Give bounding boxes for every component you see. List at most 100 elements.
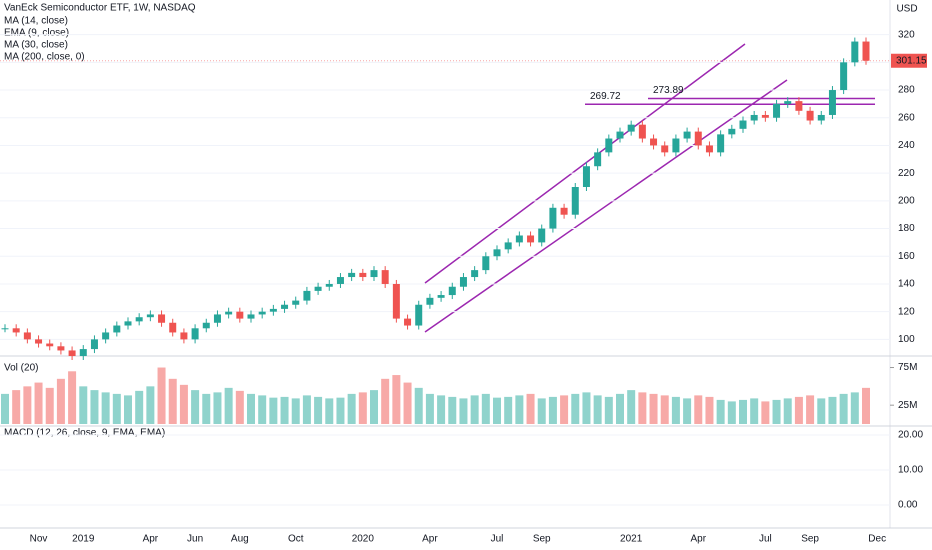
- volume-bar: [370, 390, 378, 424]
- x-tick-label: Jul: [759, 534, 772, 545]
- volume-bar: [392, 375, 401, 424]
- volume-bar: [213, 392, 222, 424]
- volume-bar: [235, 390, 244, 424]
- x-tick-label: Sep: [801, 534, 819, 545]
- volume-bar: [638, 392, 647, 424]
- volume-bar: [560, 395, 569, 424]
- indicator: EMA (9, close): [4, 28, 69, 39]
- candle-body: [560, 207, 568, 215]
- volume-bar: [34, 382, 43, 424]
- volume-bar: [336, 397, 345, 424]
- candle-body: [191, 328, 199, 340]
- volume-bar: [247, 393, 255, 424]
- volume-bar: [1, 393, 9, 424]
- candle-body: [437, 295, 445, 298]
- indicator: MA (14, close): [4, 16, 68, 27]
- last-price-label: 301.15: [896, 55, 927, 66]
- volume-bar: [68, 371, 77, 424]
- candle-body: [46, 343, 54, 347]
- volume-bar: [817, 398, 826, 424]
- volume-bar: [224, 387, 233, 424]
- y-tick-label: 260: [898, 112, 915, 123]
- volume-bar: [783, 398, 792, 424]
- volume-bar: [101, 392, 110, 424]
- last-price-box: [891, 53, 927, 68]
- volume-bar: [79, 386, 88, 424]
- y-tick-label: 100: [898, 334, 915, 345]
- level-label: 269.72: [590, 91, 621, 102]
- title: VanEck Semiconductor ETF, 1W, NASDAQ: [4, 3, 196, 14]
- volume-bar: [526, 393, 535, 424]
- candle-body: [717, 134, 725, 153]
- volume-bar: [414, 387, 423, 424]
- candle-body: [862, 41, 870, 61]
- candle-body: [840, 62, 848, 91]
- volume-bar: [627, 390, 636, 424]
- y-tick-label: 75M: [898, 362, 917, 373]
- x-tick-label: Oct: [288, 534, 304, 545]
- indicator: MA (30, close): [4, 40, 68, 51]
- candle-body: [281, 304, 289, 309]
- candle-body: [124, 321, 132, 326]
- volume-bar: [358, 392, 367, 424]
- volume-bar: [806, 395, 815, 424]
- candle-body: [482, 256, 490, 271]
- level-label: 273.89: [653, 85, 684, 96]
- candle-body: [739, 120, 747, 129]
- candle-body: [404, 318, 412, 326]
- candle-body: [471, 270, 479, 278]
- candle-body: [135, 317, 143, 322]
- volume-bar: [862, 387, 870, 424]
- candle-body: [672, 138, 680, 153]
- volume-bar: [694, 395, 703, 424]
- candle-body: [426, 297, 434, 305]
- candle-body: [247, 314, 255, 319]
- volume-bar: [269, 397, 278, 424]
- candle-body: [359, 272, 367, 278]
- volume-bar: [683, 398, 692, 424]
- volume-bar: [750, 398, 759, 424]
- y-tick-label: 25M: [898, 400, 917, 411]
- candle-body: [773, 103, 781, 118]
- candle-body: [504, 242, 512, 250]
- candle-body: [582, 166, 590, 188]
- candle-body: [236, 311, 244, 319]
- currency: USD: [896, 4, 917, 15]
- x-tick-label: Apr: [143, 534, 159, 545]
- volume-bar: [403, 382, 412, 424]
- x-tick-label: 2019: [72, 534, 95, 545]
- candle-body: [90, 339, 98, 350]
- volume-bar: [537, 398, 546, 424]
- candle-body: [515, 235, 523, 243]
- volume-bar: [671, 396, 680, 424]
- volume-bar: [146, 386, 155, 424]
- x-tick-label: Jun: [187, 534, 203, 545]
- candle-body: [683, 131, 691, 139]
- volume-bar: [23, 386, 32, 424]
- volume-bar: [493, 397, 501, 424]
- candle-body: [336, 277, 344, 284]
- y-tick-label: 240: [898, 140, 915, 151]
- volume-bar: [302, 395, 311, 424]
- volume-bar: [772, 399, 781, 424]
- channel-line: [424, 43, 746, 284]
- y-tick-label: 320: [898, 29, 915, 40]
- volume-bar: [481, 393, 490, 424]
- volume-bar: [258, 395, 267, 424]
- candle-body: [269, 308, 277, 312]
- y-tick-label: 10.00: [898, 465, 923, 476]
- candle-body: [180, 332, 188, 340]
- y-tick-label: 280: [898, 85, 915, 96]
- volume-label: Vol (20): [4, 363, 38, 374]
- y-tick-label: 180: [898, 223, 915, 234]
- candle-body: [57, 346, 65, 351]
- candle-body: [169, 322, 177, 333]
- volume-bar: [45, 387, 54, 424]
- candle-body: [68, 350, 76, 356]
- macd-label: MACD (12, 26, close, 9, EMA, EMA): [4, 428, 165, 439]
- candle-body: [113, 325, 121, 333]
- x-tick-label: Nov: [30, 534, 48, 545]
- candle-body: [448, 286, 456, 296]
- volume-bar: [168, 378, 177, 424]
